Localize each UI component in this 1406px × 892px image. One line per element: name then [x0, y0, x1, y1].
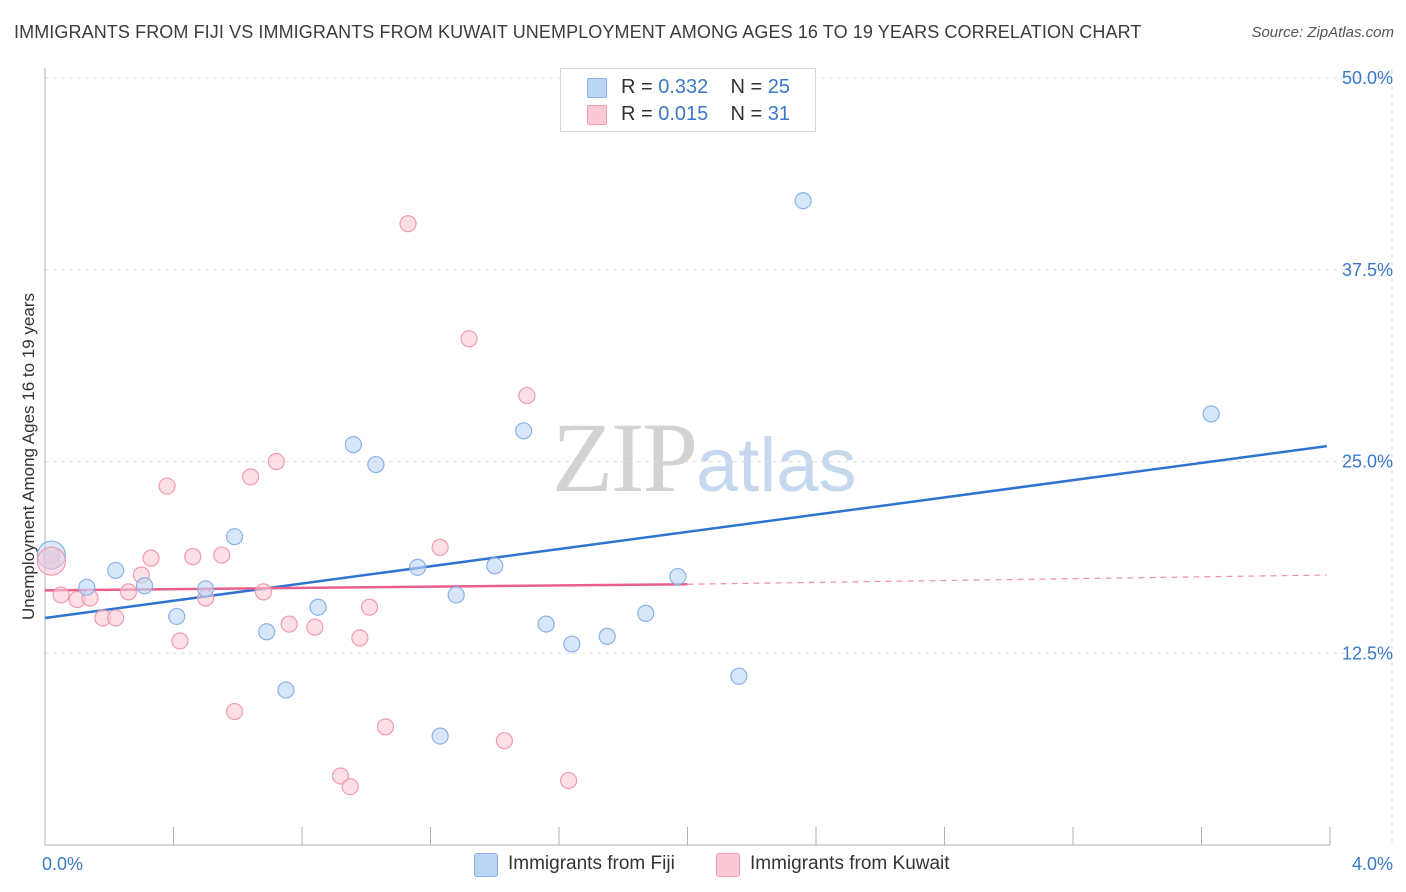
data-point-fiji — [409, 558, 427, 576]
y-tick-label: 25.0% — [1342, 452, 1393, 472]
data-point-kuwait — [254, 583, 273, 601]
chart-title: IMMIGRANTS FROM FIJI VS IMMIGRANTS FROM … — [14, 22, 1142, 42]
data-point-kuwait — [376, 718, 395, 736]
data-point-fiji — [78, 578, 96, 596]
legend-n-label: N = — [730, 76, 763, 98]
data-point-fiji — [367, 455, 385, 474]
data-point-kuwait — [431, 538, 449, 557]
data-point-fiji — [794, 192, 812, 210]
data-point-fiji — [1202, 405, 1220, 423]
data-point-fiji — [515, 422, 533, 440]
data-point-fiji — [277, 681, 295, 699]
data-point-kuwait — [119, 583, 138, 601]
data-point-fiji — [669, 567, 687, 586]
data-point-fiji — [431, 727, 449, 745]
legend-r-value-fiji: 0.332 — [658, 76, 709, 98]
data-point-kuwait — [171, 632, 189, 650]
data-point-kuwait — [225, 702, 244, 721]
data-point-fiji — [563, 635, 581, 653]
y-tick-label: 37.5% — [1342, 260, 1393, 280]
data-point-fiji — [309, 598, 327, 616]
legend-n-label: N = — [730, 103, 763, 125]
grid-lines — [45, 70, 1393, 845]
data-point-kuwait — [518, 386, 536, 405]
series-swatch-fiji — [474, 853, 498, 877]
x-tick-label: 4.0% — [1352, 854, 1393, 874]
data-point-kuwait — [560, 771, 578, 790]
data-point-kuwait — [399, 215, 417, 233]
data-point-kuwait — [36, 546, 67, 576]
axes — [44, 68, 1331, 846]
data-point-kuwait — [306, 618, 324, 636]
legend-r-label: R = — [621, 103, 653, 125]
series-label-fiji: Immigrants from Fiji — [508, 853, 675, 874]
axis-labels: 12.5% 25.0% 37.5% 50.0% 0.0% 4.0% Unemployment… — [19, 68, 1393, 874]
data-point-fiji — [197, 580, 215, 598]
data-point-kuwait — [360, 598, 379, 616]
data-point-kuwait — [158, 477, 176, 495]
data-point-fiji — [537, 615, 555, 633]
series-label-kuwait: Immigrants from Kuwait — [750, 853, 950, 874]
y-axis-title: Unemployment Among Ages 16 to 19 years — [19, 293, 38, 620]
data-point-kuwait — [331, 767, 350, 785]
legend-swatch-fiji — [587, 78, 607, 98]
data-point-fiji — [598, 627, 616, 645]
legend-r-value-kuwait: 0.015 — [658, 103, 709, 125]
data-point-kuwait — [142, 549, 160, 567]
data-point-fiji — [258, 623, 276, 641]
data-point-fiji — [168, 607, 186, 626]
data-point-kuwait — [341, 778, 359, 796]
data-point-fiji — [730, 667, 748, 685]
series-swatch-kuwait — [716, 853, 740, 877]
data-point-kuwait — [460, 330, 478, 348]
data-point-fiji — [135, 577, 154, 595]
data-points — [36, 192, 1220, 796]
data-point-kuwait — [107, 609, 125, 627]
legend-r-label: R = — [621, 76, 653, 98]
y-tick-label: 12.5% — [1342, 643, 1393, 663]
data-point-fiji — [447, 586, 465, 604]
data-point-kuwait — [351, 629, 369, 647]
source-credit: Source: ZipAtlas.com — [1251, 24, 1394, 41]
legend-swatch-kuwait — [587, 105, 607, 125]
y-tick-label: 50.0% — [1342, 68, 1393, 88]
watermark: ZIPatlas — [552, 400, 857, 515]
data-point-fiji — [344, 436, 362, 454]
watermark-zip: ZIP — [552, 402, 698, 513]
data-point-kuwait — [495, 732, 513, 750]
data-point-fiji — [225, 528, 244, 546]
x-tick-label: 0.0% — [42, 854, 83, 874]
data-point-kuwait — [184, 548, 202, 566]
data-point-fiji — [107, 561, 125, 580]
data-point-kuwait — [242, 468, 260, 486]
data-point-kuwait — [280, 615, 298, 633]
legend-n-value-kuwait: 31 — [767, 103, 791, 125]
data-point-kuwait — [213, 546, 231, 564]
data-point-kuwait — [52, 586, 70, 604]
legend-n-value-fiji: 25 — [767, 76, 791, 98]
data-point-fiji — [486, 557, 504, 575]
trend-line-kuwait-extension — [687, 574, 1327, 585]
watermark-atlas: atlas — [696, 423, 857, 508]
data-point-fiji — [637, 604, 655, 622]
data-point-kuwait — [267, 452, 285, 471]
correlation-legend: R = 0.332 N = 25 R = 0.015 N = 31 — [560, 68, 816, 132]
